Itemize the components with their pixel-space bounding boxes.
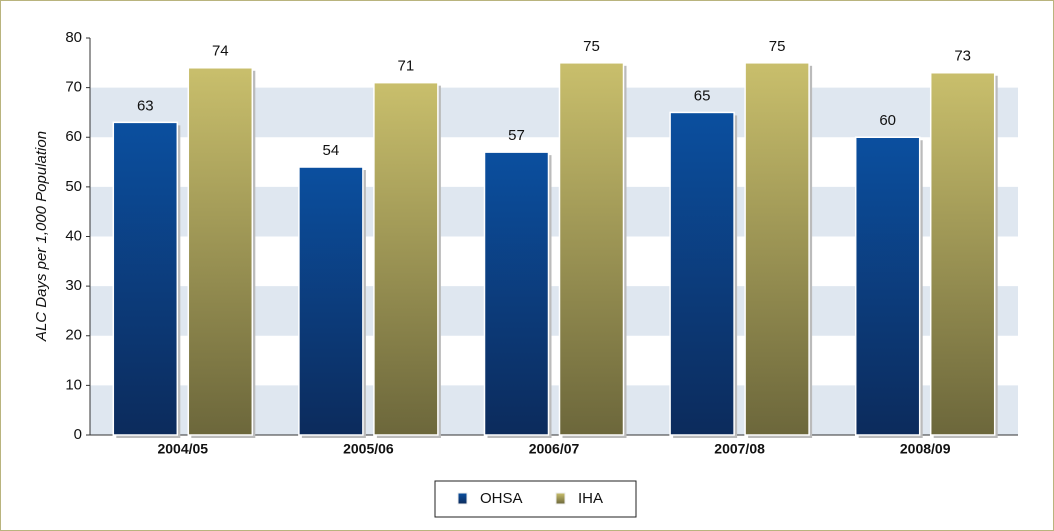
x-tick-label: 2008/09 <box>900 441 951 457</box>
y-tick-label: 80 <box>65 29 82 46</box>
y-tick-label: 60 <box>65 128 82 145</box>
legend-swatch <box>457 492 468 505</box>
legend-label: OHSA <box>480 490 523 507</box>
y-tick-label: 30 <box>65 277 82 294</box>
value-label: 73 <box>954 48 971 65</box>
value-label: 74 <box>212 43 229 60</box>
bar <box>558 62 625 436</box>
x-tick-label: 2004/05 <box>157 441 208 457</box>
bar <box>298 166 364 436</box>
y-tick-label: 0 <box>74 426 82 443</box>
bar <box>187 67 254 436</box>
value-label: 57 <box>508 127 525 144</box>
value-label: 54 <box>323 142 340 159</box>
bar <box>112 121 179 436</box>
y-tick-label: 20 <box>65 327 82 344</box>
value-label: 65 <box>694 87 711 104</box>
y-tick-label: 40 <box>65 227 82 244</box>
value-label: 60 <box>879 112 896 129</box>
y-tick-label: 50 <box>65 178 82 195</box>
legend-swatch <box>555 492 566 505</box>
value-label: 71 <box>398 58 415 75</box>
legend-label: IHA <box>578 490 603 507</box>
bar <box>854 136 921 436</box>
x-tick-label: 2005/06 <box>343 441 394 457</box>
y-axis-label: ALC Days per 1,000 Population <box>33 131 50 342</box>
y-tick-label: 70 <box>65 79 82 96</box>
bar <box>744 62 810 436</box>
x-tick-label: 2007/08 <box>714 441 765 457</box>
value-label: 75 <box>583 38 600 55</box>
x-tick-label: 2006/07 <box>529 441 580 457</box>
legend-box <box>434 480 637 518</box>
bar <box>929 71 996 436</box>
value-label: 75 <box>769 38 786 55</box>
value-label: 63 <box>137 97 154 114</box>
bar <box>483 151 550 436</box>
y-tick-label: 10 <box>65 376 82 393</box>
bar <box>669 111 735 436</box>
bar <box>373 81 439 436</box>
